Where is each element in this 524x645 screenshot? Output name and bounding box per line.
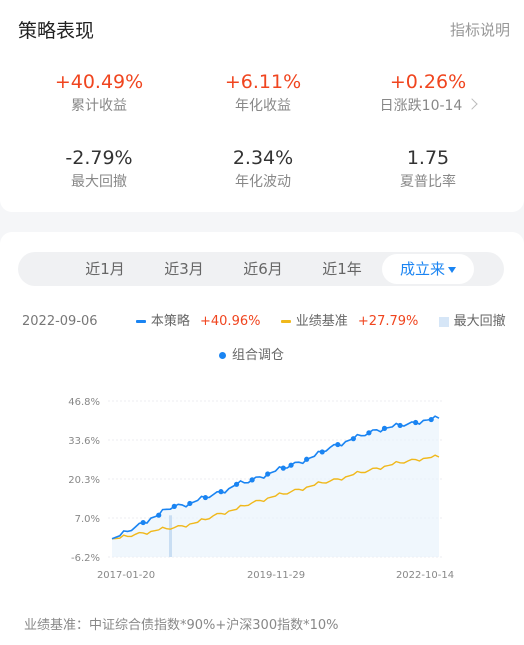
legend-benchmark-value: +27.79% (357, 314, 419, 329)
rebalance-legend: 组合调仓 (219, 344, 284, 363)
metric-annual-return: +6.11% 年化收益 (178, 70, 348, 115)
rebalance-point (288, 462, 294, 468)
rebalance-point (140, 519, 146, 526)
metric-value: 1.75 (406, 147, 450, 169)
rebalance-point (413, 419, 419, 426)
metric-value: +0.26% (389, 71, 467, 93)
benchmark-note: 业绩基准：中证综合债指数*90%+沪深300指数*10% (24, 618, 339, 633)
strategy-area (112, 418, 439, 557)
legend-strategy-value: +40.96% (200, 314, 261, 329)
metric-daily-change[interactable]: +0.26% 日涨跌10-14 (343, 70, 513, 115)
caret-down-icon (448, 267, 456, 273)
rebalance-point (319, 449, 325, 455)
y-tick-label: 46.8% (68, 397, 100, 408)
tab-3-months[interactable]: 近3月 (164, 260, 204, 278)
benchmark-line (111, 454, 440, 540)
y-tick-label: 7.0% (75, 514, 100, 525)
rebalance-dot-icon (219, 352, 226, 359)
metric-label: 日涨跌10-14 (343, 97, 513, 115)
legend-date: 2022-09-06 (22, 314, 98, 329)
metric-annual-volatility: 2.34% 年化波动 (178, 146, 348, 191)
performance-summary-card: 策略表现 指标说明 +40.49% 累计收益 +6.11% 年化收益 +0.26… (0, 0, 524, 212)
rebalance-point (366, 430, 372, 436)
rebalance-point (335, 441, 341, 448)
tab-label: 成立来 (399, 260, 445, 278)
tab-6-months[interactable]: 近6月 (243, 260, 283, 278)
tab-1-year[interactable]: 近1年 (322, 260, 362, 278)
metric-label-text: 日涨跌10-14 (379, 98, 463, 114)
chart-legend: 2022-09-06 本策略 +40.96% 业绩基准 +27.79% 最大回撤 (22, 310, 506, 329)
rebalance-point (156, 512, 162, 518)
metric-label: 最大回撤 (71, 174, 127, 190)
rebalance-point (265, 471, 271, 477)
rebalance-point (350, 436, 356, 442)
tab-since-inception[interactable]: 成立来 (382, 254, 474, 284)
legend-benchmark-label: 业绩基准 (295, 314, 348, 329)
max-drawdown-band (169, 515, 172, 557)
metric-label: 累计收益 (71, 98, 127, 114)
strategy-swatch (135, 320, 146, 323)
section-title: 策略表现 (18, 20, 95, 42)
drawdown-swatch (438, 316, 449, 327)
metric-value: +6.11% (224, 71, 302, 93)
rebalance-point (218, 489, 224, 495)
x-tick-label: 2019-11-29 (247, 570, 305, 581)
chevron-right-icon (466, 98, 479, 110)
legend-drawdown-label: 最大回撤 (453, 314, 506, 329)
y-tick-label: 20.3% (68, 475, 100, 486)
metric-value: 2.34% (232, 147, 294, 169)
x-tick-label: 2022-10-14 (396, 570, 454, 581)
rebalance-point (171, 503, 177, 509)
period-tabs: 近1月 近3月 近6月 近1年 成立来 (18, 252, 504, 286)
metrics-explanation-link[interactable]: 指标说明 (449, 21, 510, 39)
y-tick-label: 33.6% (68, 436, 100, 447)
metric-cumulative-return: +40.49% 累计收益 (14, 70, 184, 115)
performance-line-chart: 46.8% 33.6% 20.3% 7.0% -6.2% 2017-01-20 2019-1… (68, 397, 454, 581)
rebalance-point (381, 425, 388, 431)
tab-1-month[interactable]: 近1月 (85, 260, 125, 278)
metric-label: 年化收益 (235, 98, 291, 114)
metric-sharpe-ratio: 1.75 夏普比率 (343, 146, 513, 191)
legend-strategy-label: 本策略 (150, 314, 190, 329)
rebalance-point (187, 500, 193, 507)
rebalance-point (249, 477, 255, 483)
rebalance-point (202, 494, 209, 501)
x-tick-label: 2017-01-20 (97, 570, 155, 581)
legend-rebalance-label: 组合调仓 (232, 348, 285, 363)
benchmark-swatch (280, 320, 291, 323)
metric-value: -2.79% (65, 147, 133, 169)
metric-label: 夏普比率 (400, 174, 456, 190)
performance-chart-card: 近1月 近3月 近6月 近1年 成立来 2022-09-06 本策略 +40.9… (0, 232, 524, 645)
rebalance-point (428, 416, 434, 423)
rebalance-point (233, 481, 240, 487)
metric-value: +40.49% (54, 71, 144, 93)
rebalance-point (397, 422, 403, 429)
rebalance-point (280, 465, 286, 471)
metric-label: 年化波动 (235, 174, 291, 190)
rebalance-point (304, 456, 310, 462)
y-tick-label: -6.2% (71, 553, 100, 564)
metric-max-drawdown: -2.79% 最大回撤 (14, 146, 184, 191)
